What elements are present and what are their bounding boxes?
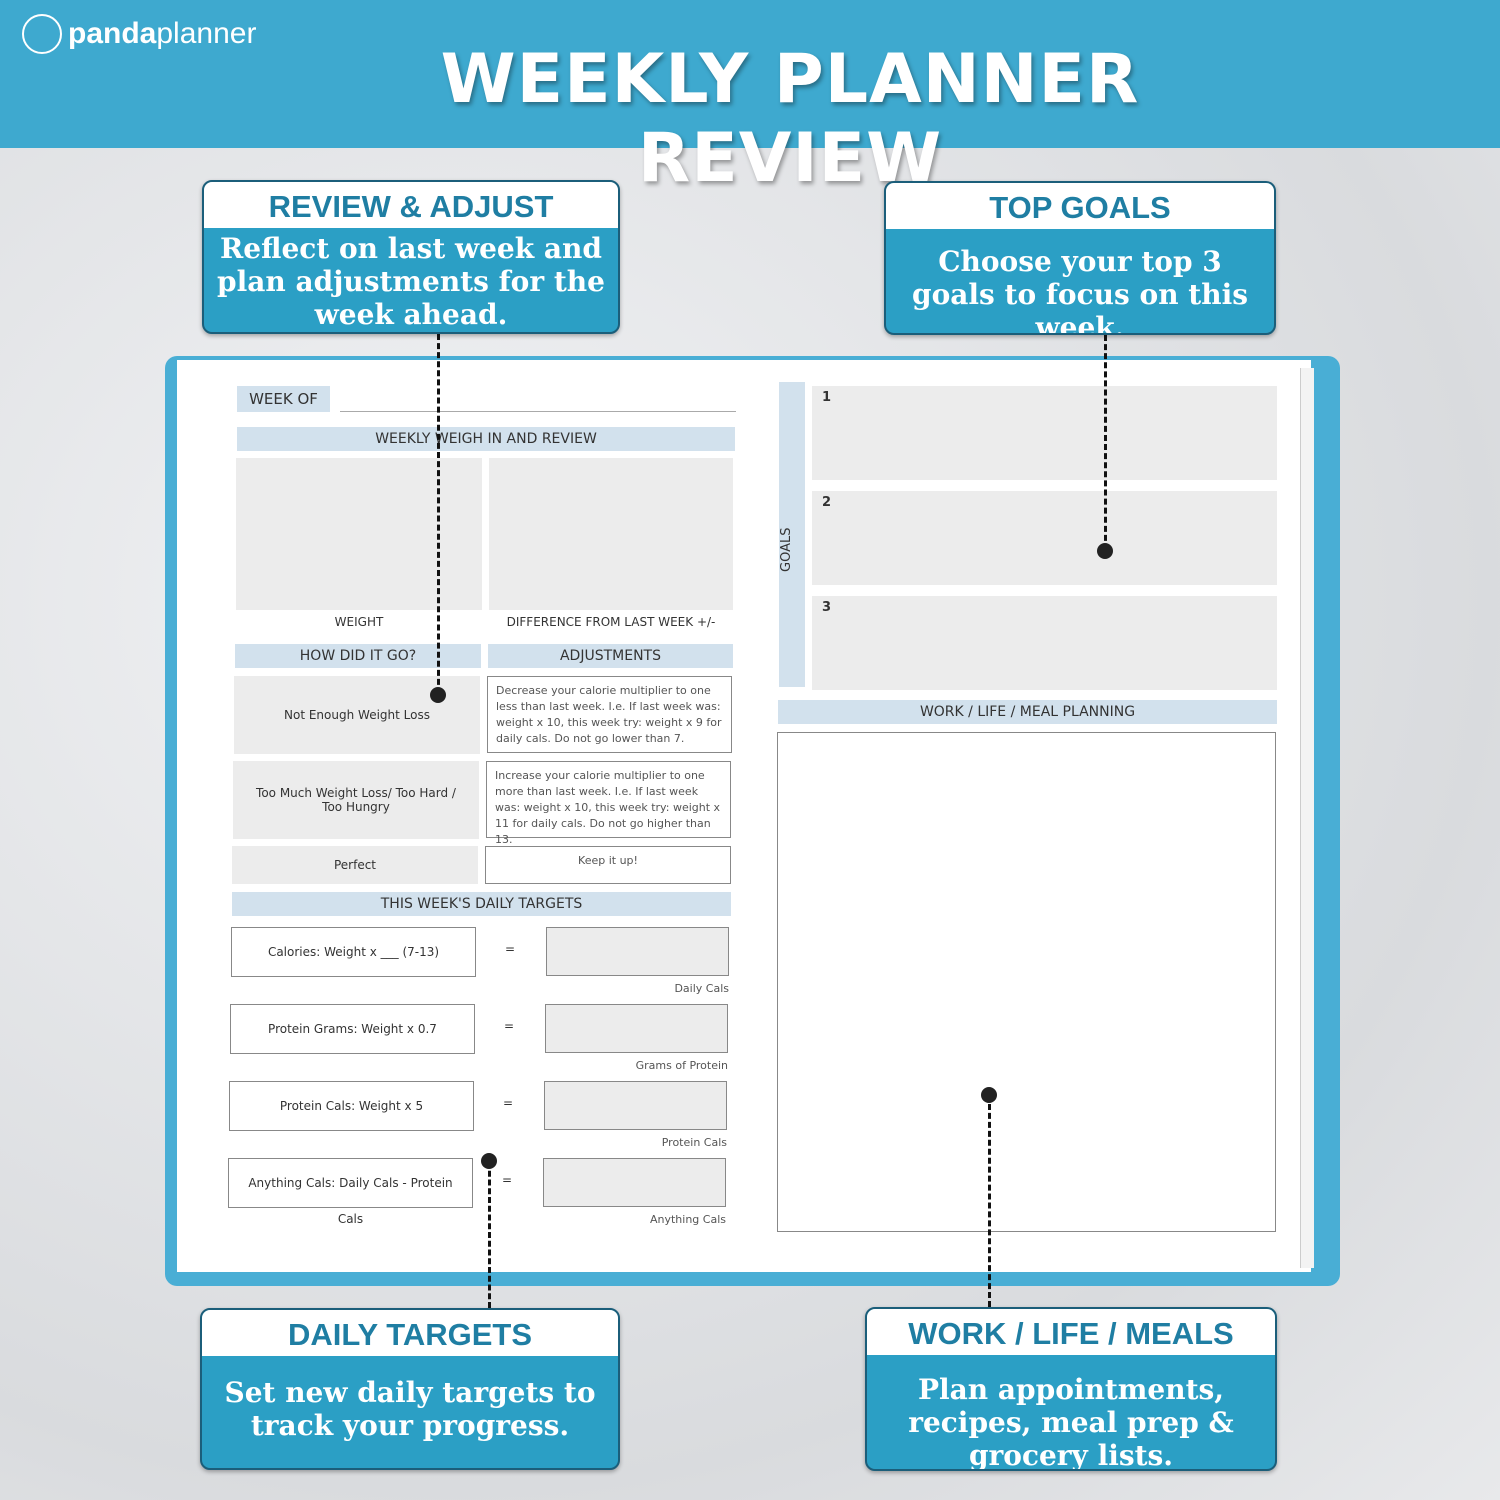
target-result-field[interactable]: [545, 1004, 728, 1053]
goal-number: 2: [822, 495, 832, 510]
equals-sign: =: [504, 942, 516, 956]
callout-review-adjust: REVIEW & ADJUST Reflect on last week and …: [202, 180, 620, 334]
goal-box[interactable]: [812, 596, 1277, 690]
callout-body: Choose your top 3 goals to focus on this…: [911, 245, 1248, 335]
advice-cell: Keep it up!: [485, 846, 731, 884]
connector-dot: [981, 1087, 997, 1103]
target-result-label: Daily Cals: [674, 982, 729, 995]
callout-heading: WORK / LIFE / MEALS: [867, 1309, 1275, 1355]
how-header: HOW DID IT GO?: [235, 644, 481, 668]
planning-area[interactable]: [777, 732, 1276, 1232]
callout-body: Reflect on last week and plan adjustment…: [217, 232, 605, 331]
header-banner: [0, 0, 1500, 148]
callout-body: Plan appointments, recipes, meal prep & …: [908, 1373, 1234, 1471]
target-result-field[interactable]: [543, 1158, 726, 1207]
advice-cell: Increase your calorie multiplier to one …: [486, 761, 731, 846]
goal-box[interactable]: [812, 386, 1277, 480]
target-formula: Anything Cals: Daily Cals - Protein Cals: [228, 1158, 473, 1226]
goal-number: 3: [822, 600, 832, 615]
page-title: WEEKLY PLANNER REVIEW: [440, 40, 1140, 198]
callout-top-goals: TOP GOALS Choose your top 3 goals to focu…: [884, 181, 1276, 335]
connector-line: [988, 1095, 991, 1307]
planning-header: WORK / LIFE / MEAL PLANNING: [778, 700, 1277, 724]
difference-label: DIFFERENCE FROM LAST WEEK +/-: [506, 615, 716, 629]
weight-box[interactable]: [236, 458, 482, 610]
logo-bold: panda: [68, 17, 157, 50]
connector-dot: [1097, 543, 1113, 559]
targets-header: THIS WEEK'S DAILY TARGETS: [232, 892, 731, 916]
target-result-label: Anything Cals: [649, 1213, 726, 1226]
target-result-field[interactable]: [546, 927, 729, 976]
panda-icon: [22, 14, 62, 54]
week-of-label: WEEK OF: [237, 386, 330, 412]
connector-dot: [430, 687, 446, 703]
brand-logo: panda planner: [22, 12, 256, 56]
target-result-label: Protein Cals: [661, 1136, 727, 1149]
target-result-label: Grams of Protein: [635, 1059, 728, 1072]
advice-cell: Decrease your calorie multiplier to one …: [487, 676, 732, 753]
callout-heading: DAILY TARGETS: [202, 1310, 618, 1356]
connector-line: [437, 334, 440, 694]
connector-dot: [481, 1153, 497, 1169]
outcome-cell: Not Enough Weight Loss: [234, 676, 480, 754]
callout-heading: TOP GOALS: [886, 183, 1274, 229]
callout-daily-targets: DAILY TARGETS Set new daily targets to tr…: [200, 1308, 620, 1470]
weigh-in-header: WEEKLY WEIGH IN AND REVIEW: [237, 427, 735, 451]
goal-number: 1: [822, 390, 832, 405]
outcome-cell: Perfect: [232, 846, 478, 884]
goals-sidebar: [779, 382, 805, 687]
outcome-cell: Too Much Weight Loss/ Too Hard / Too Hun…: [233, 761, 479, 839]
equals-sign: =: [501, 1173, 513, 1187]
target-formula: Protein Cals: Weight x 5: [229, 1081, 474, 1131]
connector-line: [488, 1162, 491, 1308]
equals-sign: =: [503, 1019, 515, 1033]
target-result-field[interactable]: [544, 1081, 727, 1130]
callout-heading: REVIEW & ADJUST: [204, 182, 618, 228]
logo-light: planner: [156, 17, 257, 50]
adjustments-header: ADJUSTMENTS: [488, 644, 733, 668]
weight-label: WEIGHT: [334, 615, 384, 629]
callout-body: Set new daily targets to track your prog…: [224, 1376, 596, 1442]
difference-box[interactable]: [489, 458, 733, 610]
callout-work-life-meals: WORK / LIFE / MEALS Plan appointments, re…: [865, 1307, 1277, 1471]
week-of-field[interactable]: [340, 411, 736, 412]
goals-label: GOALS: [779, 527, 794, 573]
page-edges: [1300, 368, 1314, 1268]
target-formula: Calories: Weight x ___ (7-13): [231, 927, 476, 977]
goal-box[interactable]: [812, 491, 1277, 585]
equals-sign: =: [502, 1096, 514, 1110]
target-formula: Protein Grams: Weight x 0.7: [230, 1004, 475, 1054]
connector-line: [1104, 335, 1107, 550]
